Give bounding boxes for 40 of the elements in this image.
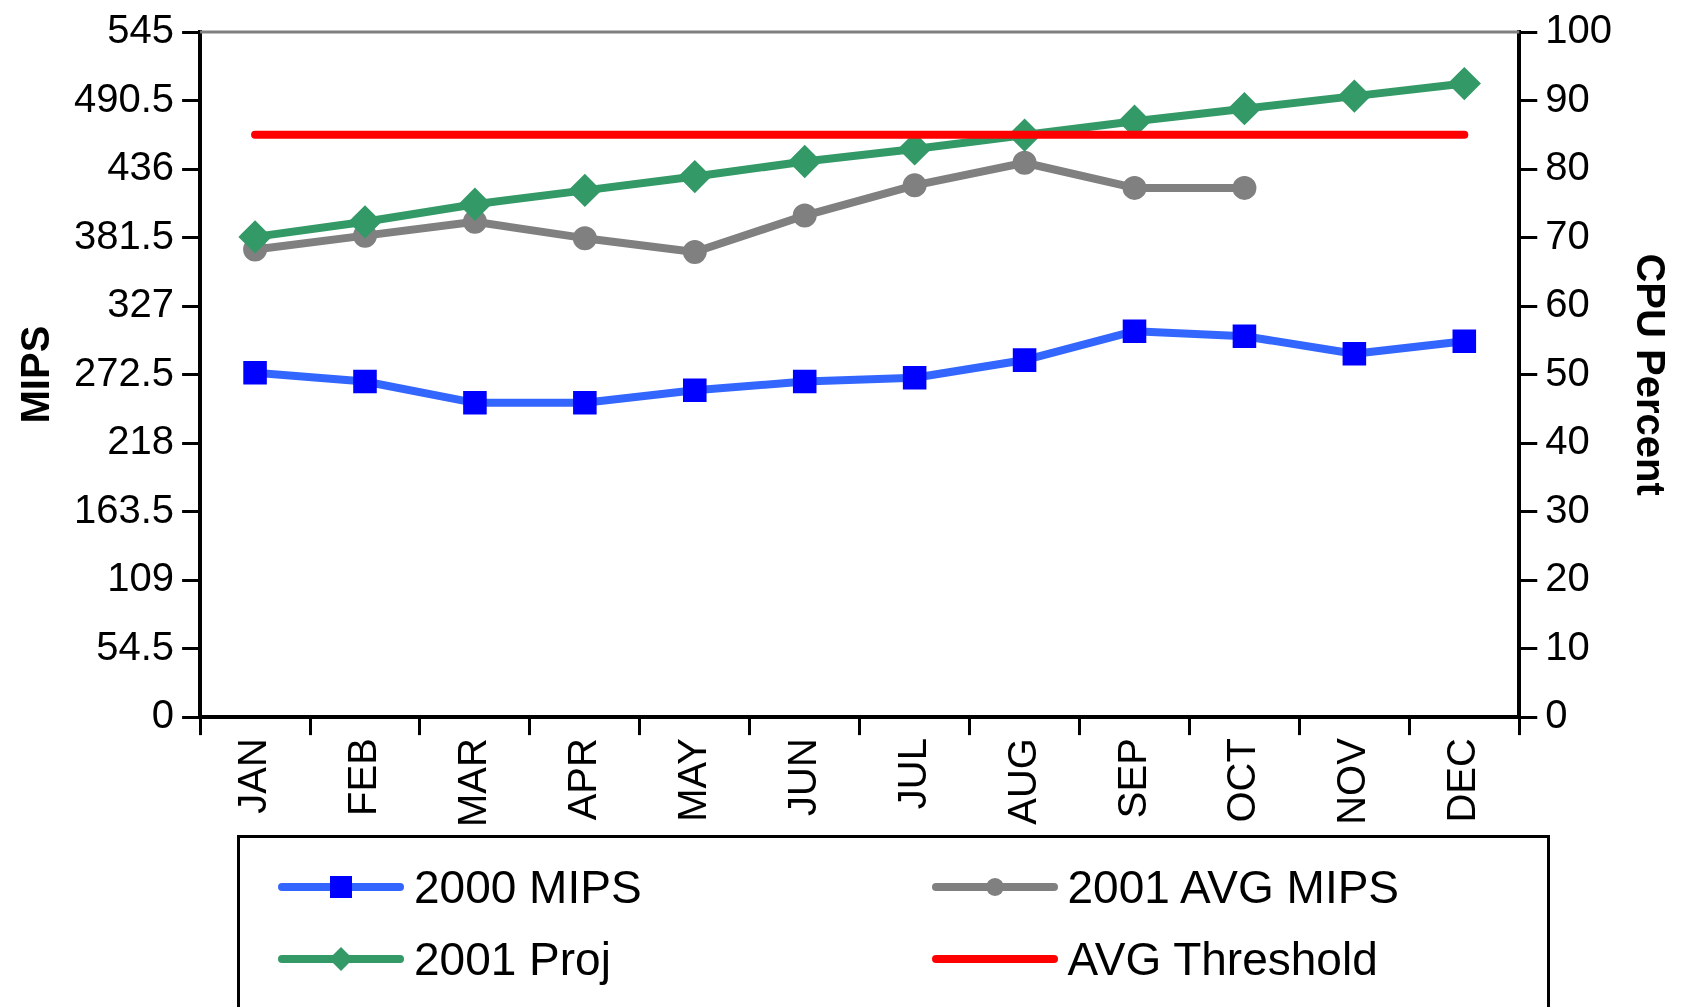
y2-tick-label: 90 — [1545, 75, 1590, 120]
x-tick-label: APR — [559, 738, 604, 821]
y-tick-label: 327 — [107, 281, 175, 326]
x-tick-label: MAY — [669, 738, 714, 822]
y-tick-label: 218 — [107, 418, 175, 463]
y-tick-label: 54.5 — [96, 623, 175, 668]
y-tick-label: 163.5 — [73, 486, 175, 531]
y2-tick-label: 40 — [1545, 418, 1590, 463]
y2-tick-label: 70 — [1545, 212, 1590, 257]
y-tick-label: 545 — [107, 7, 175, 52]
x-tick-label: DEC — [1439, 738, 1484, 823]
y2-tick-label: 10 — [1545, 623, 1590, 668]
x-tick-label: JAN — [230, 738, 275, 814]
y2-tick-label: 100 — [1545, 7, 1613, 52]
y-tick-label: 436 — [107, 144, 175, 189]
y2-axis-title: CPU Percent — [1628, 253, 1673, 496]
x-tick-label: JUL — [889, 738, 934, 810]
x-tick-label: AUG — [999, 738, 1044, 825]
y-tick-label: 490.5 — [73, 75, 175, 120]
y2-tick-label: 80 — [1545, 144, 1590, 189]
y-tick-label: 381.5 — [73, 212, 175, 257]
y2-tick-label: 20 — [1545, 555, 1590, 600]
y-tick-label: 109 — [107, 555, 175, 600]
y2-tick-label: 50 — [1545, 349, 1590, 394]
x-tick-label: JUN — [779, 738, 824, 816]
y2-tick-label: 0 — [1545, 692, 1568, 737]
legend-label: 2001 Proj — [414, 932, 611, 986]
x-tick-label: OCT — [1219, 738, 1264, 823]
x-tick-label: SEP — [1109, 738, 1154, 819]
x-tick-label: MAR — [449, 738, 494, 827]
y2-tick-label: 30 — [1545, 486, 1590, 531]
y-axis-title: MIPS — [13, 325, 58, 424]
legend-label: 2000 MIPS — [414, 860, 642, 914]
y-tick-label: 272.5 — [73, 349, 175, 394]
legend-label: 2001 AVG MIPS — [1067, 860, 1400, 914]
x-tick-label: FEB — [340, 738, 385, 816]
legend-label: AVG Threshold — [1067, 932, 1378, 986]
y-tick-label: 0 — [151, 692, 175, 737]
y2-tick-label: 60 — [1545, 281, 1590, 326]
x-tick-label: NOV — [1329, 737, 1374, 825]
